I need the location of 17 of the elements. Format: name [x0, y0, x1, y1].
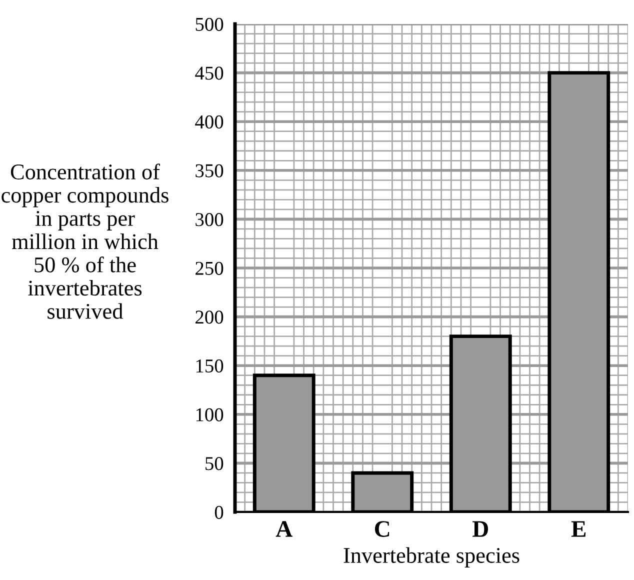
y-tick-label: 0 [214, 506, 224, 519]
y-tick-label: 350 [196, 164, 224, 178]
y-tick-label: 250 [196, 262, 224, 275]
y-tick-label: 500 [196, 18, 224, 31]
y-tick-label: 400 [195, 115, 224, 129]
y-tick-label: 100 [196, 408, 224, 422]
y-tick-label: 200 [196, 310, 224, 324]
y-tick-label: 450 [195, 66, 224, 80]
x-tick-label: E [571, 521, 586, 537]
x-tick-label: D [472, 521, 488, 537]
x-tick-label: C [375, 521, 390, 537]
x-tick-label: A [276, 521, 292, 537]
y-tick-label: 150 [196, 359, 224, 373]
y-tick-label: 300 [196, 213, 224, 226]
x-axis-title: Invertebrate species [344, 547, 520, 568]
y-tick-label: 50 [206, 457, 224, 470]
y-axis-title: Concentration of copper compounds in parts per million in which 50 % of the invertebrates survived [2, 164, 168, 319]
